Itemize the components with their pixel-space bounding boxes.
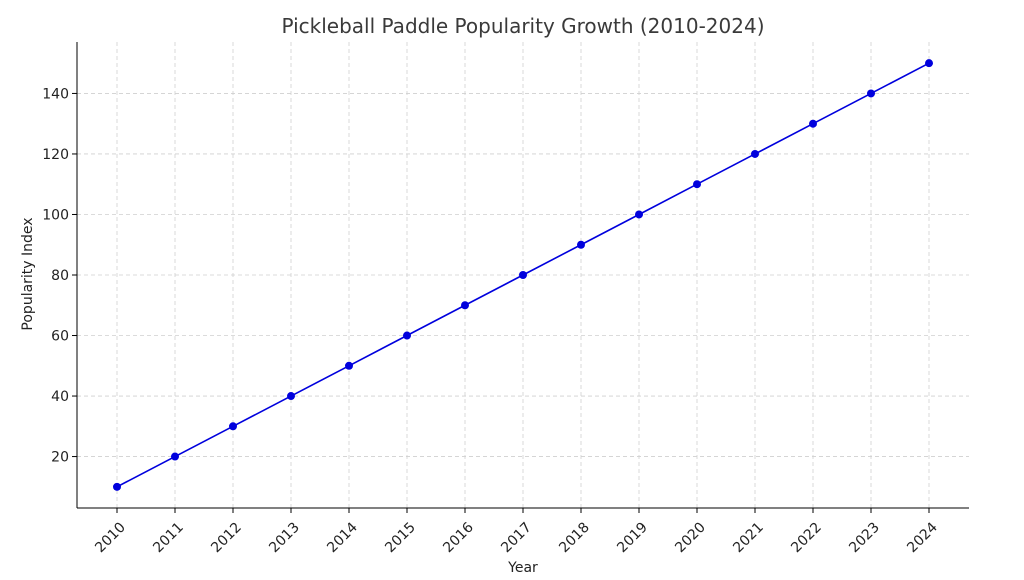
- series: [113, 59, 933, 491]
- x-tick-label: 2020: [672, 520, 709, 557]
- data-point: [403, 331, 411, 340]
- data-point: [925, 59, 933, 68]
- grid: [77, 42, 969, 508]
- x-tick-label: 2023: [846, 520, 883, 557]
- data-point: [171, 452, 179, 461]
- data-point: [809, 119, 817, 128]
- chart-title: Pickleball Paddle Popularity Growth (201…: [281, 14, 764, 38]
- ticks: 20 40 60 80 100 120 140 2010 2011 2012 2013 2014 201…: [42, 86, 941, 556]
- x-tick-label: 2024: [904, 519, 941, 556]
- x-tick-label: 2014: [324, 519, 361, 556]
- y-tick-label: 40: [51, 389, 69, 405]
- y-tick-label: 20: [51, 450, 69, 466]
- data-point: [345, 361, 353, 370]
- data-point: [867, 89, 875, 98]
- data-point: [461, 301, 469, 310]
- y-tick-label: 80: [51, 268, 69, 284]
- x-tick-label: 2017: [498, 520, 535, 557]
- y-tick-label: 120: [42, 147, 69, 163]
- x-tick-label: 2011: [150, 520, 187, 557]
- data-point: [577, 240, 585, 249]
- x-tick-label: 2018: [556, 520, 593, 557]
- x-tick-label: 2015: [382, 520, 419, 557]
- data-point: [519, 271, 527, 279]
- y-tick-label: 140: [42, 86, 69, 102]
- x-tick-label: 2013: [266, 520, 303, 557]
- data-point: [693, 180, 701, 189]
- x-tick-label: 2021: [730, 520, 767, 557]
- y-tick-label: 100: [42, 207, 69, 223]
- x-tick-label: 2012: [208, 520, 245, 557]
- data-point: [751, 149, 759, 158]
- data-point: [229, 422, 237, 431]
- x-tick-label: 2019: [614, 520, 651, 557]
- x-tick-label: 2022: [788, 520, 825, 557]
- data-point: [635, 210, 643, 219]
- data-point: [113, 482, 121, 491]
- y-tick-label: 60: [51, 329, 69, 345]
- data-point: [287, 392, 295, 401]
- x-tick-label: 2010: [92, 520, 129, 557]
- x-tick-label: 2016: [440, 519, 477, 556]
- y-axis-label: Popularity Index: [20, 217, 36, 330]
- x-axis-label: Year: [507, 560, 538, 576]
